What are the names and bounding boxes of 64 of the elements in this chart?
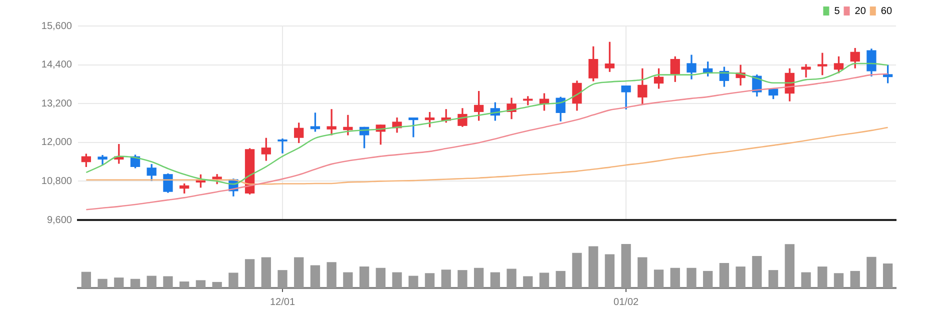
bar <box>801 272 811 288</box>
bar <box>261 257 271 288</box>
bar <box>392 272 402 288</box>
y-tick-label: 10,800 <box>41 176 72 187</box>
bar <box>114 278 124 288</box>
y-tick-label: 9,600 <box>46 214 72 226</box>
bar <box>359 266 370 288</box>
bar <box>196 280 206 288</box>
bar <box>621 244 631 288</box>
bar <box>310 265 320 288</box>
bar <box>98 278 108 288</box>
bar <box>146 276 156 288</box>
bar <box>638 257 648 288</box>
legend-label: 60 <box>880 6 892 17</box>
bar <box>539 272 550 288</box>
bar <box>180 282 190 288</box>
bar <box>506 268 516 288</box>
bar <box>866 256 876 288</box>
bar <box>130 278 140 288</box>
bar <box>588 246 598 288</box>
bar <box>686 268 696 288</box>
x-tick-label: 12/01 <box>270 296 296 308</box>
bar <box>343 272 353 288</box>
bar <box>670 268 680 288</box>
bar <box>441 270 451 288</box>
y-tick-label: 15,600 <box>41 20 72 32</box>
bar <box>458 270 468 288</box>
x-tick-label: 01/02 <box>614 296 640 308</box>
legend-label: 20 <box>854 6 866 17</box>
bar <box>278 270 288 288</box>
bar <box>294 257 304 288</box>
bar <box>572 252 582 288</box>
bar <box>326 262 336 288</box>
bar <box>768 270 778 288</box>
y-tick-label: 14,400 <box>41 60 72 71</box>
bar <box>523 276 533 288</box>
bar <box>376 268 386 288</box>
bar <box>212 282 222 288</box>
bar <box>752 256 762 288</box>
bar <box>784 244 794 288</box>
bar <box>604 254 615 288</box>
candlestick <box>278 138 288 154</box>
candlestick <box>801 64 811 78</box>
bar <box>228 272 238 288</box>
bar <box>244 259 255 288</box>
y-tick-label: 13,200 <box>41 98 72 110</box>
bar <box>490 272 500 288</box>
bar <box>719 263 730 288</box>
legend-label: 5 <box>834 6 840 17</box>
bar <box>474 268 484 288</box>
bar <box>834 273 844 288</box>
bar <box>703 270 713 288</box>
bar <box>424 273 435 288</box>
bar <box>556 270 566 288</box>
y-tick-label: 12,000 <box>41 137 72 148</box>
bar <box>882 263 893 288</box>
bar <box>654 270 664 288</box>
bar <box>850 270 860 288</box>
bar <box>408 276 418 288</box>
bar <box>163 276 173 288</box>
candlestick <box>343 114 353 136</box>
bar <box>81 272 92 288</box>
bar <box>818 266 828 288</box>
bar <box>736 266 746 288</box>
